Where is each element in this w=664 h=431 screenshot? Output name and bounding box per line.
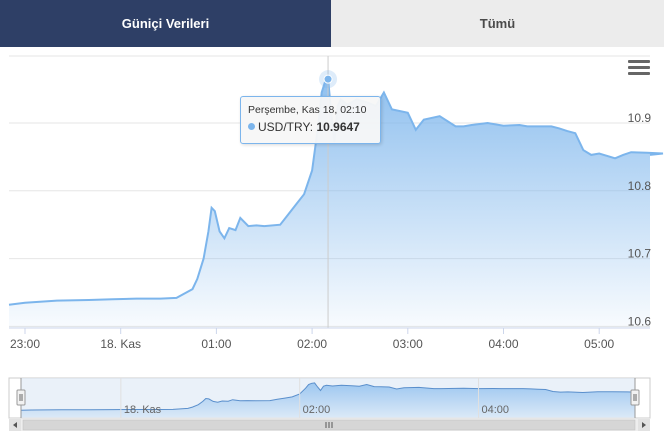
y-tick-label: 10.9 [628, 111, 652, 125]
chart-tooltip: Perşembe, Kas 18, 02:10 USD/TRY: 10.9647 [240, 96, 381, 144]
x-axis-ticks: 23:00 18. Kas 01:00 02:00 03:00 04:00 05:00 [10, 328, 615, 351]
scrollbar[interactable] [9, 419, 650, 431]
navigator-line [20, 382, 636, 411]
hamburger-menu-icon[interactable] [628, 60, 650, 78]
navigator-handle-right[interactable] [630, 389, 640, 406]
navigator-label: 02:00 [303, 404, 331, 416]
navigator[interactable]: 18. Kas 02:00 04:00 [8, 377, 651, 419]
scroll-right-arrow-icon [642, 422, 646, 428]
tooltip-series-name: USD/TRY [258, 120, 310, 134]
y-tick-label: 10.7 [628, 247, 652, 261]
x-tick-label: 23:00 [10, 337, 40, 351]
navigator-label: 04:00 [482, 404, 510, 416]
navigator-labels: 18. Kas 02:00 04:00 [120, 378, 510, 418]
x-tick-label: 04:00 [488, 337, 518, 351]
x-tick-label: 01:00 [201, 337, 231, 351]
navigator-handle-left[interactable] [16, 389, 26, 406]
scrollbar-grip-icon [325, 422, 333, 428]
tooltip-row: USD/TRY: 10.9647 [248, 120, 373, 134]
hover-marker [323, 74, 333, 84]
navigator-label: 18. Kas [124, 404, 162, 416]
tooltip-header: Perşembe, Kas 18, 02:10 [248, 104, 367, 116]
series-dot-icon [248, 123, 255, 130]
x-tick-label: 02:00 [297, 337, 327, 351]
y-tick-label: 10.6 [628, 314, 652, 328]
tab-intraday[interactable]: Güniçi Verileri [0, 0, 331, 47]
tab-bar: Güniçi Verileri Tümü [0, 0, 664, 47]
scroll-left-arrow-icon [13, 422, 17, 428]
x-tick-label: 03:00 [393, 337, 423, 351]
series-area [9, 79, 663, 328]
tooltip-value: 10.9647 [316, 120, 360, 134]
y-axis-ticks: 10.6 10.7 10.8 10.9 [628, 111, 652, 328]
x-tick-label: 05:00 [584, 337, 614, 351]
x-tick-label: 18. Kas [100, 337, 141, 351]
y-tick-label: 10.8 [628, 179, 652, 193]
navigator-area [21, 382, 635, 417]
tab-all[interactable]: Tümü [331, 0, 664, 47]
